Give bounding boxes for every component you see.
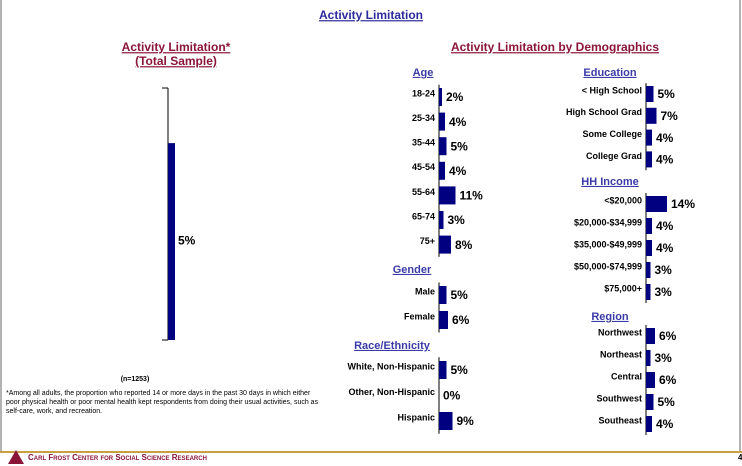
value-label: 5% bbox=[451, 288, 469, 302]
footnote: *Among all adults, the proportion who re… bbox=[6, 390, 319, 415]
value-label: 3% bbox=[448, 213, 466, 227]
value-label: 11% bbox=[460, 189, 484, 203]
category-label: 35-44 bbox=[412, 138, 435, 148]
category-label: < High School bbox=[582, 85, 642, 95]
value-label: 4% bbox=[656, 219, 674, 233]
category-label: 45-54 bbox=[412, 162, 435, 172]
bar bbox=[439, 311, 448, 329]
sample-note: (n=1253) bbox=[121, 376, 150, 383]
category-label: Southeast bbox=[598, 415, 642, 425]
chart-subtitle: (Total Sample) bbox=[135, 54, 217, 68]
value-label: 5% bbox=[451, 139, 469, 153]
bar bbox=[646, 86, 654, 102]
value-label: 14% bbox=[671, 197, 695, 211]
category-label: $50,000-$74,999 bbox=[574, 261, 642, 271]
value-label: 5% bbox=[178, 234, 196, 248]
value-label: 6% bbox=[659, 329, 677, 343]
bar bbox=[439, 235, 451, 254]
category-label: Other, Non-Hispanic bbox=[348, 387, 435, 397]
value-label: 3% bbox=[655, 351, 673, 365]
value-label: 7% bbox=[661, 109, 679, 123]
value-label: 4% bbox=[656, 153, 674, 167]
category-label: Some College bbox=[582, 129, 642, 139]
value-label: 9% bbox=[457, 414, 475, 428]
value-label: 0% bbox=[443, 389, 461, 403]
category-label: 55-64 bbox=[412, 187, 435, 197]
bar bbox=[646, 218, 652, 234]
category-label: Southwest bbox=[596, 393, 642, 403]
value-label: 4% bbox=[449, 115, 467, 129]
value-label: 3% bbox=[655, 285, 673, 299]
demographics-title: Activity Limitation by Demographics bbox=[451, 40, 659, 54]
bar bbox=[646, 416, 652, 432]
group-title: Age bbox=[413, 67, 434, 79]
bar bbox=[646, 196, 667, 212]
category-label: College Grad bbox=[586, 151, 642, 161]
footer: Carl Frost Center for Social Science Res… bbox=[28, 453, 207, 462]
group-title: Education bbox=[583, 67, 636, 79]
value-label: 5% bbox=[658, 87, 676, 101]
slide-title: Activity Limitation bbox=[319, 8, 423, 22]
bar bbox=[646, 394, 654, 410]
page-number: 4 bbox=[738, 453, 742, 462]
bar bbox=[646, 328, 655, 344]
value-label: 2% bbox=[446, 90, 464, 104]
bar bbox=[439, 88, 442, 106]
bar bbox=[439, 137, 447, 156]
category-label: 65-74 bbox=[412, 211, 435, 221]
category-label: Female bbox=[404, 311, 435, 321]
value-label: 8% bbox=[455, 238, 473, 252]
bar bbox=[646, 151, 652, 168]
category-label: $20,000-$34,999 bbox=[574, 217, 642, 227]
group-title: Region bbox=[591, 311, 629, 323]
group-title: Gender bbox=[393, 264, 432, 276]
category-label: White, Non-Hispanic bbox=[348, 361, 436, 371]
value-label: 6% bbox=[452, 313, 470, 327]
category-label: Central bbox=[611, 371, 642, 381]
bar bbox=[439, 211, 444, 229]
category-label: Hispanic bbox=[397, 412, 435, 422]
category-label: 75+ bbox=[420, 236, 435, 246]
bar bbox=[439, 412, 453, 430]
bar bbox=[168, 143, 175, 340]
bar bbox=[646, 350, 651, 366]
bar bbox=[439, 361, 447, 379]
value-label: 4% bbox=[449, 164, 467, 178]
bar bbox=[646, 284, 651, 300]
category-label: <$20,000 bbox=[604, 195, 642, 205]
bar bbox=[646, 107, 657, 124]
category-label: High School Grad bbox=[566, 107, 642, 117]
category-label: Northeast bbox=[600, 349, 642, 359]
value-label: 6% bbox=[659, 373, 677, 387]
value-label: 3% bbox=[655, 263, 673, 277]
value-label: 4% bbox=[656, 417, 674, 431]
category-label: Northwest bbox=[598, 327, 642, 337]
logo bbox=[8, 450, 24, 464]
value-label: 4% bbox=[656, 241, 674, 255]
category-label: $35,000-$49,999 bbox=[574, 239, 642, 249]
bar bbox=[439, 112, 445, 131]
bar bbox=[646, 129, 652, 146]
bar bbox=[646, 372, 655, 388]
bar bbox=[439, 286, 447, 304]
group-title: HH Income bbox=[581, 176, 638, 188]
bar bbox=[439, 186, 456, 205]
bar bbox=[646, 262, 651, 278]
value-label: 5% bbox=[451, 363, 469, 377]
category-label: $75,000+ bbox=[604, 283, 642, 293]
value-label: 4% bbox=[656, 131, 674, 145]
value-label: 5% bbox=[658, 395, 676, 409]
category-label: Male bbox=[415, 286, 435, 296]
group-title: Race/Ethnicity bbox=[354, 340, 431, 352]
bar bbox=[646, 240, 652, 256]
category-label: 18-24 bbox=[412, 88, 435, 98]
chart-title: Activity Limitation* bbox=[122, 40, 231, 54]
bar bbox=[439, 161, 445, 180]
category-label: 25-34 bbox=[412, 113, 435, 123]
